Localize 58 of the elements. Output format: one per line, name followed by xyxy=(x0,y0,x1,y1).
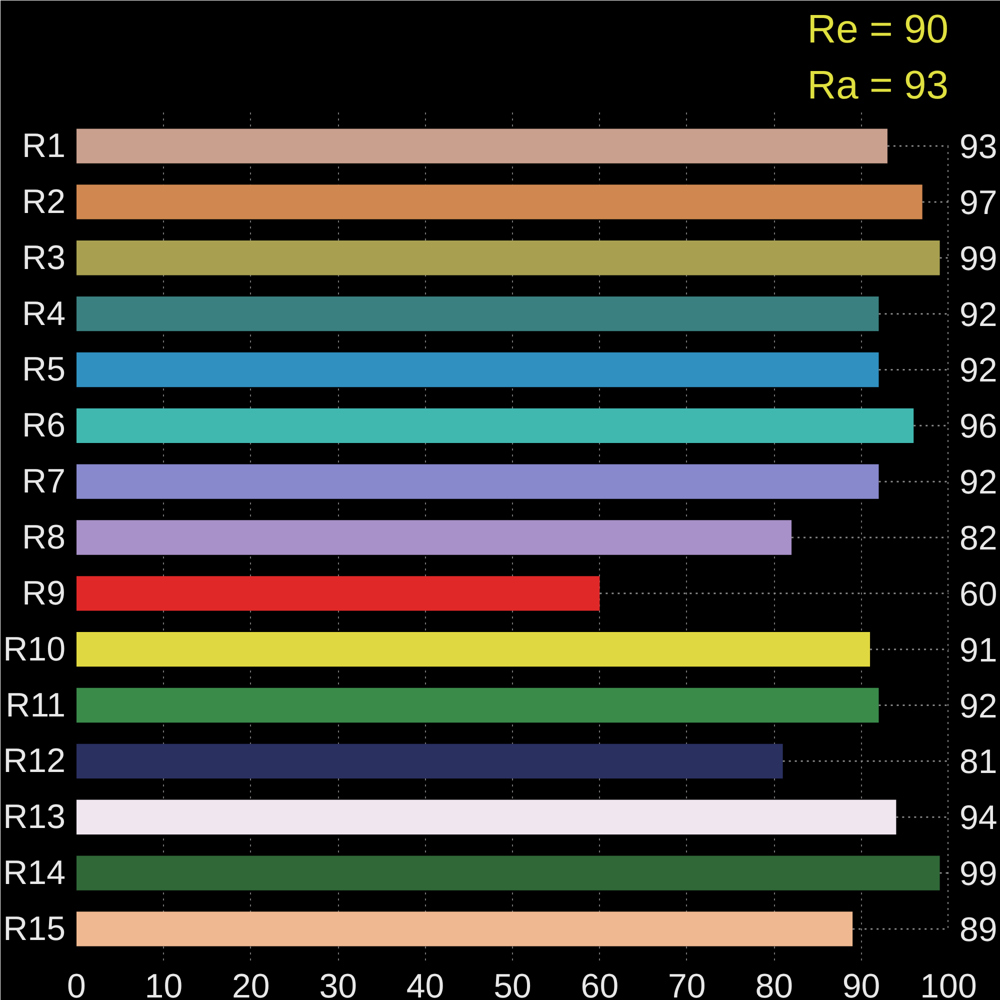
x-tick-label: 70 xyxy=(668,968,706,1000)
bar xyxy=(76,128,888,164)
data-label: 97 xyxy=(960,184,998,222)
y-tick-label: R1 xyxy=(22,127,66,166)
data-label: 93 xyxy=(960,128,998,166)
x-tick-label: 20 xyxy=(232,968,270,1000)
y-tick-label: R5 xyxy=(22,350,66,389)
bar xyxy=(76,632,870,667)
bar xyxy=(76,520,792,555)
x-tick-label: 0 xyxy=(67,968,86,1000)
bar xyxy=(76,184,922,220)
x-tick-label: 30 xyxy=(319,968,358,1000)
data-label: 94 xyxy=(960,799,998,838)
data-label: 96 xyxy=(960,408,998,446)
data-label: 60 xyxy=(960,575,998,614)
x-tick-label: 50 xyxy=(494,968,532,1000)
y-tick-label: R9 xyxy=(22,574,66,612)
bar xyxy=(76,576,600,611)
x-tick-label: 90 xyxy=(842,968,880,1000)
x-tick-label: 80 xyxy=(755,968,794,1000)
bar xyxy=(76,296,879,332)
bar xyxy=(76,912,853,946)
x-tick-label: 40 xyxy=(406,968,444,1000)
y-tick-label: R12 xyxy=(3,742,66,780)
data-label: 91 xyxy=(960,631,998,670)
bar xyxy=(76,352,879,388)
text: Ra = 93 xyxy=(807,64,949,108)
y-tick-label: R8 xyxy=(22,518,66,556)
y-tick-label: R2 xyxy=(22,182,66,221)
text: Re = 90 xyxy=(807,8,949,52)
bar xyxy=(76,408,914,443)
y-tick-label: R15 xyxy=(3,910,66,948)
bar xyxy=(76,240,940,276)
bar xyxy=(76,464,879,499)
data-label: 82 xyxy=(960,520,998,558)
bar xyxy=(76,800,896,834)
y-tick-label: R14 xyxy=(3,854,66,892)
data-label: 92 xyxy=(960,687,998,726)
data-label: 92 xyxy=(960,296,998,334)
x-tick-label: 100 xyxy=(920,968,977,1000)
bar xyxy=(76,856,940,890)
y-tick-label: R4 xyxy=(22,294,66,333)
x-tick-label: 60 xyxy=(580,968,619,1000)
data-label: 99 xyxy=(960,855,998,894)
y-tick-label: R10 xyxy=(3,630,66,668)
y-tick-label: R6 xyxy=(22,406,66,445)
data-label: 92 xyxy=(960,464,998,502)
y-tick-label: R7 xyxy=(22,462,66,501)
data-label: 81 xyxy=(960,743,998,782)
y-tick-label: R3 xyxy=(22,238,66,277)
y-tick-label: R13 xyxy=(3,798,66,836)
data-label: 89 xyxy=(960,910,998,949)
x-tick-label: 10 xyxy=(144,968,183,1000)
bar xyxy=(76,744,783,779)
data-label: 99 xyxy=(960,240,998,278)
bar xyxy=(76,688,879,723)
data-label: 92 xyxy=(960,352,998,390)
y-tick-label: R11 xyxy=(6,686,66,724)
